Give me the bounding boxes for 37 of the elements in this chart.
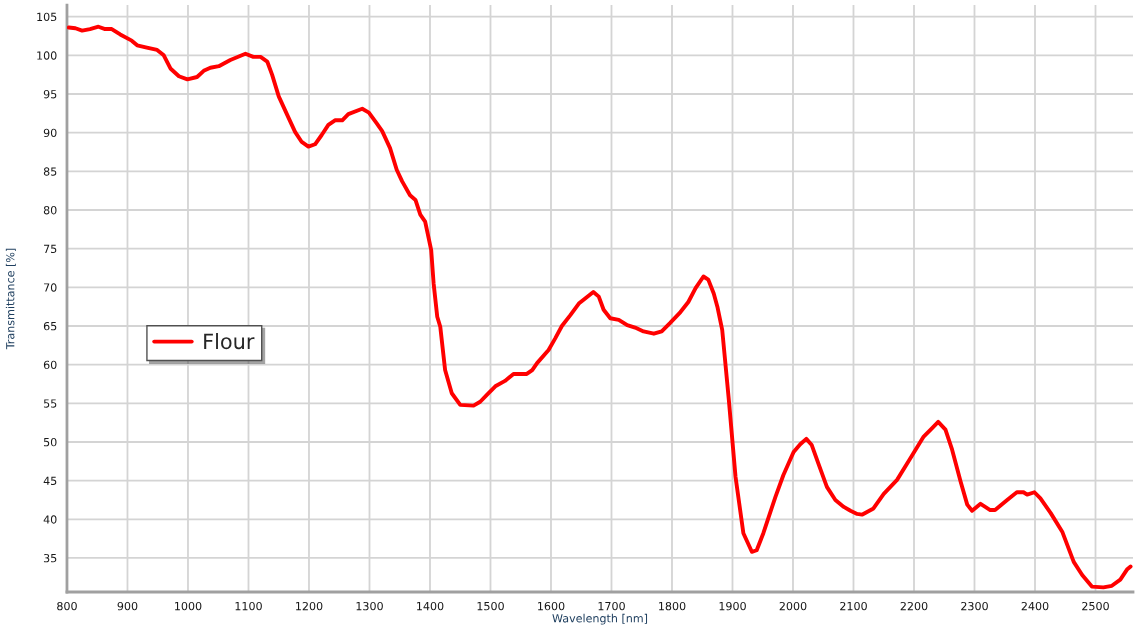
y-tick-label: 80 xyxy=(43,205,57,215)
y-axis-title: Transmittance [%] xyxy=(5,248,16,350)
x-tick-label: 1100 xyxy=(235,601,262,611)
y-tick-label: 75 xyxy=(44,244,57,254)
x-tick-label: 800 xyxy=(57,601,77,611)
y-tick-label: 50 xyxy=(43,437,57,447)
x-tick-label: 1000 xyxy=(175,601,202,611)
x-tick-label: 2300 xyxy=(961,601,988,611)
y-tick-label: 45 xyxy=(43,476,57,486)
x-tick-label: 900 xyxy=(117,601,138,611)
line-series xyxy=(66,24,1133,590)
y-tick-label: 85 xyxy=(43,167,57,176)
x-tick-label: 2200 xyxy=(900,601,928,611)
y-tick-label: 65 xyxy=(43,321,57,331)
x-axis-title: Wavelength [nm] xyxy=(552,613,648,625)
y-tick-label: 55 xyxy=(43,399,57,408)
y-tick-label: 105 xyxy=(37,12,57,22)
legend-label: Flour xyxy=(204,333,255,350)
x-tick-label: 1200 xyxy=(296,601,323,611)
x-tick-label: 1700 xyxy=(598,601,625,611)
x-tick-label: 1600 xyxy=(538,601,565,611)
y-tick-label: 35 xyxy=(43,553,57,563)
x-tick-label: 1500 xyxy=(477,601,504,611)
x-tick-label: 2000 xyxy=(779,601,807,611)
x-tick-label: 2100 xyxy=(840,601,867,611)
x-tick-label: 2400 xyxy=(1021,601,1049,611)
y-tick-label: 90 xyxy=(43,128,57,138)
y-tick-label: 100 xyxy=(37,51,57,60)
x-tick-label: 1300 xyxy=(356,601,383,611)
x-tick-label: 1900 xyxy=(719,601,746,611)
y-tick-label: 60 xyxy=(43,360,57,370)
x-tick-label: 2500 xyxy=(1082,601,1109,611)
x-tick-label: 1400 xyxy=(417,601,444,611)
y-tick-label: 70 xyxy=(44,283,57,292)
x-tick-label: 1800 xyxy=(659,601,686,611)
y-tick-label: 40 xyxy=(43,515,57,524)
y-tick-label: 95 xyxy=(43,89,57,99)
